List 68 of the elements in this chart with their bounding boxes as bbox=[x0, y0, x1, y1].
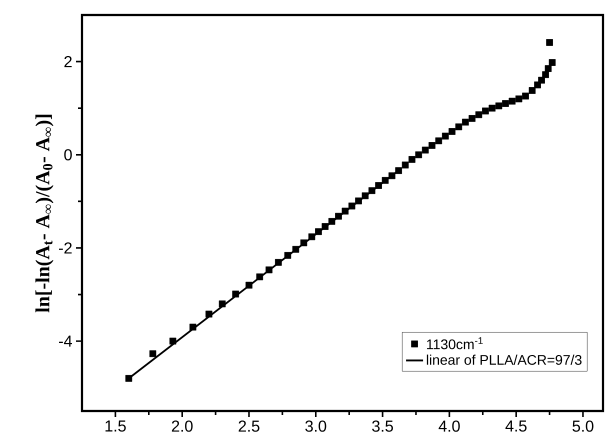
point bbox=[402, 162, 409, 168]
x-tick-label: 3.0 bbox=[305, 420, 326, 432]
point bbox=[266, 266, 272, 274]
point bbox=[375, 182, 382, 189]
x-tick-label: 4.5 bbox=[505, 420, 527, 432]
point bbox=[546, 39, 553, 46]
point bbox=[232, 290, 240, 298]
point bbox=[218, 300, 226, 308]
point bbox=[448, 128, 456, 135]
point bbox=[548, 59, 556, 66]
point bbox=[189, 324, 196, 331]
y-tick-label: 2 bbox=[64, 56, 72, 68]
point bbox=[475, 111, 482, 118]
point bbox=[442, 132, 449, 140]
point bbox=[300, 239, 308, 246]
point bbox=[355, 197, 362, 204]
y-tick-label: 0 bbox=[64, 149, 72, 160]
x-tick-label: 2.0 bbox=[172, 420, 193, 432]
point bbox=[395, 167, 402, 174]
point bbox=[292, 246, 300, 253]
point bbox=[382, 176, 389, 184]
x-tick-label: 5.0 bbox=[572, 420, 594, 432]
x-tick-label: 3.5 bbox=[372, 420, 393, 432]
x-tick-label: 2.5 bbox=[238, 420, 260, 432]
point bbox=[408, 156, 416, 163]
point bbox=[149, 350, 156, 358]
point bbox=[206, 310, 212, 318]
x-tick-label: 4.0 bbox=[438, 420, 460, 432]
point bbox=[284, 252, 292, 259]
point bbox=[455, 123, 462, 130]
point bbox=[322, 223, 329, 230]
point bbox=[488, 104, 496, 112]
point bbox=[508, 98, 516, 105]
y-tick-label: -4 bbox=[59, 336, 72, 347]
point bbox=[315, 228, 322, 236]
point bbox=[362, 192, 369, 200]
point bbox=[256, 273, 264, 280]
point bbox=[462, 118, 469, 126]
point bbox=[538, 76, 545, 84]
point bbox=[308, 233, 316, 240]
legend-label: linear of PLLA/ACR=97/3 bbox=[426, 354, 582, 365]
point bbox=[125, 374, 132, 382]
point bbox=[246, 282, 252, 289]
point bbox=[502, 100, 509, 107]
point bbox=[495, 102, 502, 110]
point bbox=[348, 202, 356, 210]
point bbox=[422, 146, 429, 154]
point bbox=[542, 71, 549, 78]
point bbox=[435, 137, 442, 144]
point bbox=[468, 115, 476, 122]
point bbox=[368, 187, 376, 194]
point bbox=[522, 92, 529, 100]
point bbox=[428, 142, 436, 149]
point bbox=[388, 172, 396, 180]
y-tick-label: -2 bbox=[59, 242, 72, 254]
point bbox=[274, 258, 282, 266]
point bbox=[415, 151, 422, 158]
x-tick-label: 1.5 bbox=[106, 420, 126, 432]
point bbox=[335, 212, 342, 220]
text: ln[-ln(A$_{t}$- A$_{∞}$)/(A$_{0}$- A$_{∞}$)] bbox=[35, 114, 54, 312]
point bbox=[342, 208, 349, 215]
point bbox=[528, 87, 536, 94]
point bbox=[544, 65, 552, 72]
point bbox=[515, 95, 522, 102]
legend-label: 1130cm$^{-1}$ bbox=[427, 337, 483, 350]
point bbox=[482, 108, 489, 114]
point bbox=[169, 338, 176, 345]
point bbox=[328, 218, 336, 225]
